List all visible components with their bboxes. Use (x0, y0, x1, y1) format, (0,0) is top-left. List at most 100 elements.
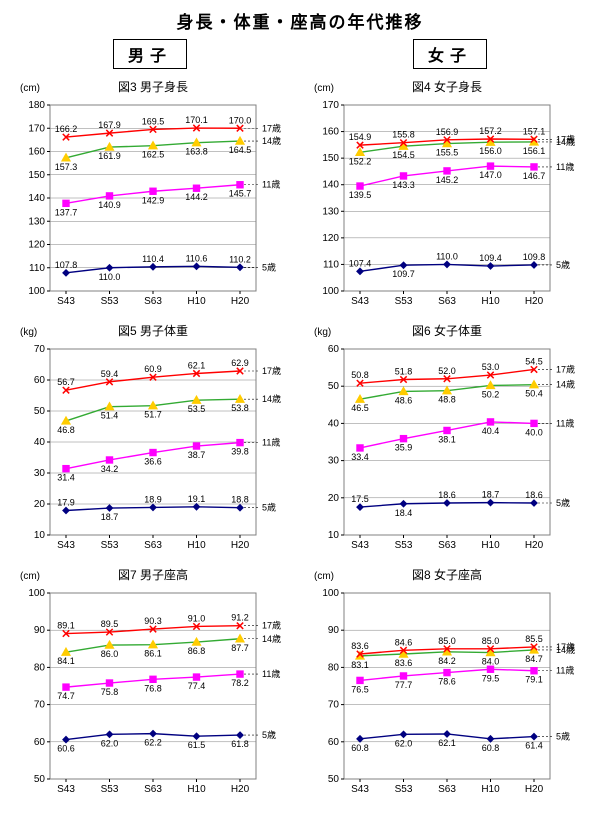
svg-text:70: 70 (34, 344, 46, 355)
svg-text:80: 80 (328, 662, 340, 673)
svg-text:90: 90 (328, 625, 340, 636)
svg-text:77.7: 77.7 (395, 680, 413, 690)
svg-text:S53: S53 (101, 784, 119, 795)
svg-text:83.6: 83.6 (395, 658, 413, 668)
svg-text:62.0: 62.0 (395, 738, 413, 748)
svg-text:51.7: 51.7 (144, 410, 162, 420)
svg-text:H20: H20 (231, 540, 250, 551)
svg-text:11歳: 11歳 (556, 665, 574, 676)
svg-text:5歳: 5歳 (556, 259, 570, 270)
svg-text:170: 170 (322, 100, 339, 111)
svg-text:86.1: 86.1 (144, 649, 162, 659)
svg-text:76.8: 76.8 (144, 683, 162, 693)
svg-text:60.9: 60.9 (144, 364, 162, 374)
svg-text:46.5: 46.5 (351, 403, 369, 413)
svg-text:155.5: 155.5 (436, 148, 459, 158)
svg-text:100: 100 (28, 588, 45, 599)
svg-text:60: 60 (34, 737, 46, 748)
svg-text:62.1: 62.1 (438, 738, 456, 748)
svg-text:53.8: 53.8 (231, 403, 249, 413)
svg-text:144.2: 144.2 (185, 192, 208, 202)
svg-text:160: 160 (322, 127, 339, 138)
svg-text:120: 120 (322, 233, 339, 244)
svg-text:143.3: 143.3 (392, 180, 415, 190)
svg-text:140: 140 (28, 193, 45, 204)
svg-text:62.2: 62.2 (144, 738, 162, 748)
svg-text:図5 男子体重: 図5 男子体重 (118, 324, 188, 338)
svg-text:110.0: 110.0 (99, 272, 121, 282)
svg-text:50: 50 (34, 774, 46, 785)
svg-text:180: 180 (28, 100, 45, 111)
svg-text:図7 男子座高: 図7 男子座高 (118, 567, 188, 582)
svg-text:11歳: 11歳 (262, 179, 280, 190)
svg-text:S63: S63 (144, 784, 162, 795)
svg-text:61.4: 61.4 (525, 741, 543, 751)
svg-text:(kg): (kg) (314, 327, 331, 338)
svg-text:48.6: 48.6 (395, 395, 413, 405)
svg-text:56.7: 56.7 (57, 377, 75, 387)
svg-text:89.1: 89.1 (57, 621, 75, 631)
svg-text:S43: S43 (57, 784, 75, 795)
svg-text:60.8: 60.8 (351, 743, 369, 753)
svg-text:(cm): (cm) (20, 571, 40, 582)
svg-text:152.2: 152.2 (349, 156, 372, 166)
svg-text:31.4: 31.4 (57, 473, 75, 483)
svg-text:170: 170 (28, 123, 45, 134)
svg-text:145.2: 145.2 (436, 175, 459, 185)
svg-text:160: 160 (28, 147, 45, 158)
chart-f-weight: (kg)図6 女子体重102030405060S43S53S63H10H2017… (302, 319, 592, 559)
svg-text:18.4: 18.4 (395, 508, 413, 518)
svg-text:19.1: 19.1 (188, 494, 206, 504)
svg-text:85.5: 85.5 (525, 634, 543, 644)
svg-text:5歳: 5歳 (262, 729, 276, 740)
svg-text:59.4: 59.4 (101, 369, 119, 379)
svg-text:130: 130 (322, 206, 339, 217)
svg-text:H10: H10 (187, 784, 206, 795)
svg-text:89.5: 89.5 (101, 619, 119, 629)
svg-text:11歳: 11歳 (262, 437, 280, 448)
svg-text:110.6: 110.6 (186, 253, 208, 263)
svg-text:51.8: 51.8 (395, 367, 413, 377)
svg-text:H10: H10 (481, 296, 500, 307)
chart-f-height: (cm)図4 女子身長100110120130140150160170S43S5… (302, 75, 592, 315)
svg-text:60: 60 (328, 737, 340, 748)
svg-text:17.5: 17.5 (351, 494, 369, 504)
svg-text:110: 110 (323, 259, 339, 270)
svg-text:60: 60 (328, 344, 340, 355)
svg-text:162.5: 162.5 (142, 150, 165, 160)
svg-text:142.9: 142.9 (142, 195, 165, 205)
svg-text:87.7: 87.7 (231, 643, 249, 653)
svg-text:17歳: 17歳 (262, 122, 281, 133)
svg-text:S43: S43 (351, 540, 369, 551)
svg-text:156.9: 156.9 (436, 127, 459, 137)
svg-text:図4 女子身長: 図4 女子身長 (412, 79, 482, 94)
svg-text:157.1: 157.1 (523, 126, 546, 136)
svg-text:170.1: 170.1 (185, 115, 208, 125)
svg-text:75.8: 75.8 (101, 687, 119, 697)
svg-text:80: 80 (34, 662, 46, 673)
svg-text:85.0: 85.0 (482, 636, 500, 646)
svg-text:54.5: 54.5 (525, 356, 543, 366)
svg-text:H10: H10 (187, 296, 206, 307)
svg-text:5歳: 5歳 (262, 261, 276, 272)
svg-text:110.0: 110.0 (436, 251, 458, 261)
svg-text:38.7: 38.7 (188, 450, 206, 460)
svg-text:146.7: 146.7 (523, 171, 546, 181)
svg-text:S53: S53 (395, 784, 413, 795)
svg-text:33.4: 33.4 (351, 452, 369, 462)
svg-text:18.6: 18.6 (525, 490, 543, 500)
svg-text:110: 110 (29, 263, 45, 274)
svg-text:17歳: 17歳 (262, 620, 281, 631)
gender-female-label: 女子 (413, 39, 487, 69)
svg-text:147.0: 147.0 (479, 170, 502, 180)
svg-text:91.2: 91.2 (231, 613, 249, 623)
svg-text:18.7: 18.7 (482, 490, 500, 500)
svg-text:10: 10 (328, 530, 340, 541)
svg-text:11歳: 11歳 (556, 417, 574, 428)
chart-m-sit: (cm)図7 男子座高5060708090100S43S53S63H10H206… (8, 563, 298, 803)
svg-text:14歳: 14歳 (262, 633, 281, 644)
svg-text:46.8: 46.8 (57, 425, 75, 435)
svg-text:H20: H20 (231, 784, 250, 795)
svg-text:S53: S53 (395, 296, 413, 307)
svg-text:78.2: 78.2 (231, 678, 249, 688)
